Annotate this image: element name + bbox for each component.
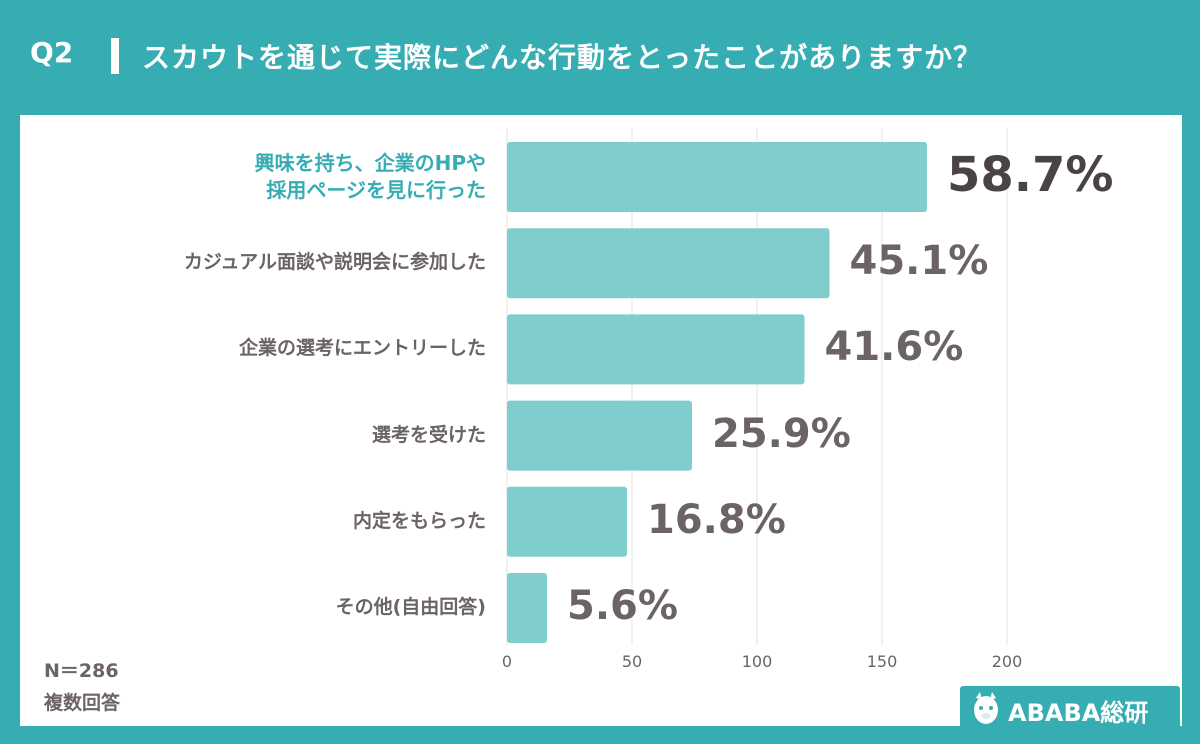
- category-label: 内定をもらった: [353, 509, 486, 535]
- alpaca-logo-icon: [974, 692, 998, 724]
- value-label: 45.1%: [849, 238, 989, 285]
- value-label: 16.8%: [647, 496, 786, 543]
- header-band: Q2 スカウトを通じて実際にどんな行動をとったことがありますか？: [0, 0, 1200, 112]
- brand-badge: ABABA総研: [960, 686, 1180, 730]
- multiple-answer-note: 複数回答: [44, 692, 121, 714]
- category-label-line: 内定をもらった: [352, 509, 486, 532]
- bar: [507, 486, 627, 557]
- bar: [507, 142, 927, 212]
- value-label: 5.6%: [567, 583, 678, 629]
- brand-name: ABABA総研: [1008, 699, 1149, 727]
- bar: [507, 228, 830, 299]
- sample-size-note: N＝286: [44, 660, 119, 682]
- x-tick-label: 50: [621, 652, 643, 671]
- category-label: カジュアル面談や説明会に参加した: [184, 250, 486, 276]
- category-label: 興味を持ち、企業のHPや採用ページを見に行った: [255, 150, 486, 204]
- category-label: 企業の選考にエントリーした: [239, 336, 486, 362]
- x-tick-label: 150: [866, 652, 898, 671]
- bar: [507, 400, 692, 471]
- bar: [507, 314, 805, 385]
- category-label-line: 企業の選考にエントリーした: [238, 337, 486, 360]
- category-label-line: 選考を受けた: [371, 423, 486, 446]
- x-tick-label: 0: [501, 652, 513, 671]
- title-divider: [111, 38, 119, 74]
- bar: [507, 573, 547, 643]
- category-label: その他(自由回答): [336, 595, 486, 621]
- category-label: 選考を受けた: [372, 423, 486, 449]
- category-label-line: 興味を持ち、企業のHPや: [254, 151, 486, 175]
- value-label: 58.7%: [947, 147, 1114, 203]
- category-label-line: カジュアル面談や説明会に参加した: [183, 251, 486, 274]
- category-label-line: その他(自由回答): [335, 596, 486, 618]
- question-number: Q2: [30, 36, 74, 69]
- value-label: 25.9%: [712, 410, 851, 457]
- x-tick-label: 200: [991, 652, 1023, 671]
- question-title: スカウトを通じて実際にどんな行動をとったことがありますか？: [142, 41, 983, 74]
- category-label-line: 採用ページを見に行った: [266, 178, 486, 202]
- value-label: 41.6%: [824, 324, 964, 371]
- x-tick-label: 100: [741, 652, 773, 671]
